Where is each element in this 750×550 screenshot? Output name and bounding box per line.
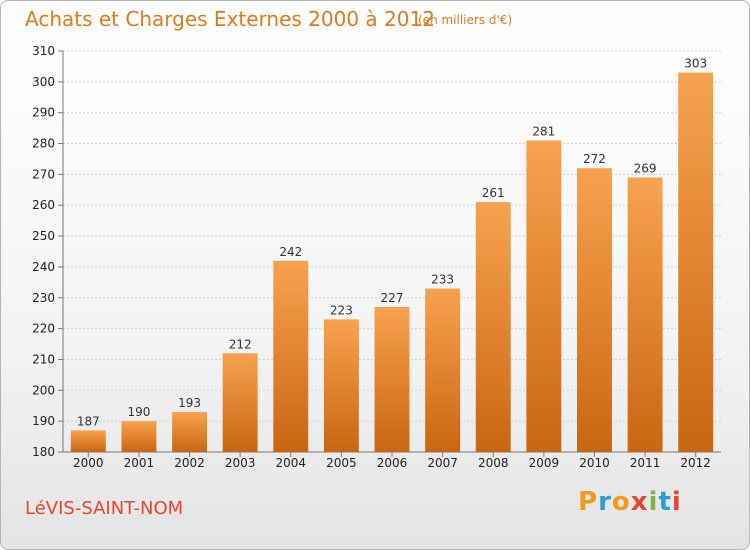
x-tick-label-2007: 2007 <box>427 456 458 470</box>
bar-2009 <box>526 140 562 452</box>
value-label-2009: 281 <box>532 124 555 138</box>
value-label-2008: 261 <box>482 186 505 200</box>
y-tick-label: 310 <box>32 44 55 58</box>
x-tick-label-2010: 2010 <box>579 456 610 470</box>
x-tick-label-2000: 2000 <box>73 456 104 470</box>
y-tick-label: 300 <box>32 75 55 89</box>
value-label-2005: 223 <box>330 303 353 317</box>
bar-2011 <box>627 177 663 452</box>
bar-2012 <box>678 72 714 452</box>
bar-2010 <box>576 168 612 452</box>
x-tick-label-2006: 2006 <box>377 456 408 470</box>
bar-2004 <box>273 260 309 452</box>
x-tick-label-2001: 2001 <box>124 456 155 470</box>
x-tick-label-2002: 2002 <box>174 456 205 470</box>
y-tick-label: 260 <box>32 198 55 212</box>
value-label-2002: 193 <box>178 396 201 410</box>
x-tick-label-2011: 2011 <box>630 456 661 470</box>
bar-2008 <box>475 202 511 452</box>
y-tick-label: 180 <box>32 445 55 459</box>
value-label-2004: 242 <box>279 245 302 259</box>
bar-2002 <box>172 411 208 452</box>
x-tick-label-2005: 2005 <box>326 456 357 470</box>
y-tick-label: 190 <box>32 414 55 428</box>
x-tick-label-2003: 2003 <box>225 456 256 470</box>
labels: 180 190 200 210 220 230 240 250 260 270 280 290 300 3… <box>32 44 711 470</box>
chart-title: Achats et Charges Externes 2000 à 2012 <box>25 7 435 31</box>
value-label-2003: 212 <box>229 337 252 351</box>
bar-2001 <box>121 421 157 452</box>
commune-name: LéVIS-SAINT-NOM <box>25 498 184 519</box>
x-tick-label-2009: 2009 <box>529 456 560 470</box>
value-label-2000: 187 <box>77 414 100 428</box>
proxiti-logo: Proxiti <box>578 487 682 517</box>
y-tick-label: 200 <box>32 383 55 397</box>
bar-2000 <box>70 430 106 452</box>
y-tick-label: 280 <box>32 137 55 151</box>
x-tick-label-2008: 2008 <box>478 456 509 470</box>
x-tick-label-2004: 2004 <box>275 456 306 470</box>
y-tick-label: 230 <box>32 291 55 305</box>
value-label-2001: 190 <box>127 405 150 419</box>
chart-subtitle: (en milliers d'€) <box>418 13 513 27</box>
y-tick-label: 210 <box>32 352 55 366</box>
bar-2007 <box>425 288 461 452</box>
bar-2003 <box>222 353 258 452</box>
value-label-2007: 233 <box>431 273 454 287</box>
bar-2006 <box>374 307 410 452</box>
y-tick-label: 270 <box>32 167 55 181</box>
value-label-2012: 303 <box>684 57 707 71</box>
value-label-2011: 269 <box>634 161 657 175</box>
value-label-2010: 272 <box>583 152 606 166</box>
y-tick-label: 290 <box>32 106 55 120</box>
y-tick-label: 220 <box>32 322 55 336</box>
y-tick-label: 240 <box>32 260 55 274</box>
y-tick-label: 250 <box>32 229 55 243</box>
bars <box>70 72 714 452</box>
bar-2005 <box>323 319 359 452</box>
value-label-2006: 227 <box>381 291 404 305</box>
x-tick-label-2012: 2012 <box>680 456 711 470</box>
